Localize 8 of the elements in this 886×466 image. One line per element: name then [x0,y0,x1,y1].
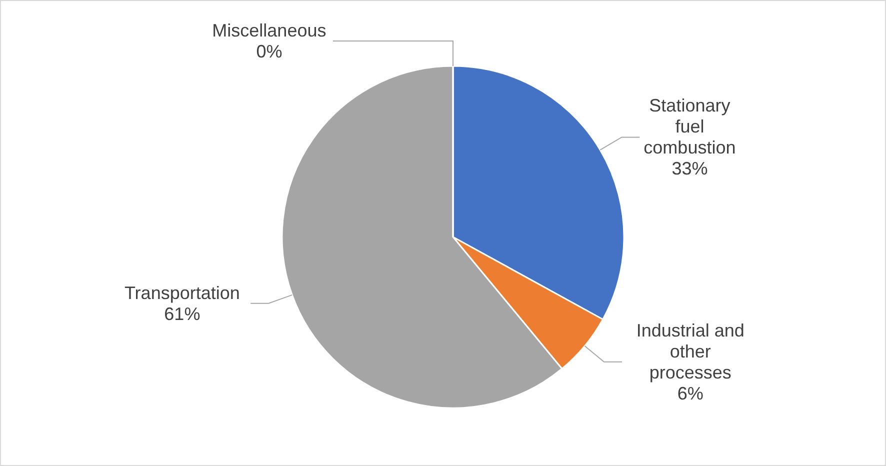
slice-label: Transportation [124,282,240,303]
text: 0% [256,42,282,62]
slice-label: Stationary fuel combustion [644,96,736,158]
data-label: 6% [677,383,704,404]
data-label: 33% [672,158,708,179]
data-label: 61% [164,304,200,324]
slice-label: Industrial and other processes [636,320,744,382]
category-label: Miscellaneous [212,20,326,40]
